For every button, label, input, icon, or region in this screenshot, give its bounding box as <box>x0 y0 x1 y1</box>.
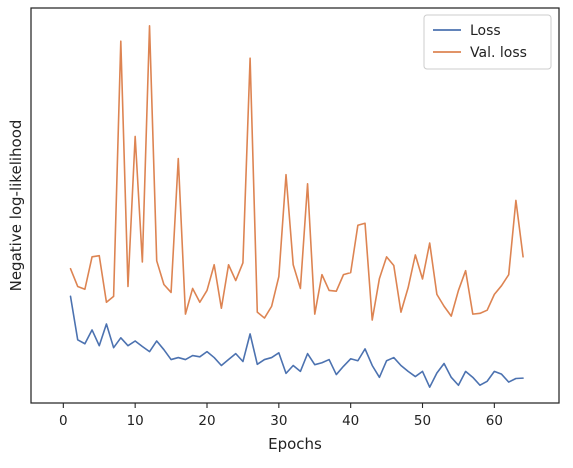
legend-label-2: Val. loss <box>470 45 527 61</box>
x-tick-label: 40 <box>342 413 359 429</box>
series-layer <box>69 24 524 388</box>
x-tick-label: 50 <box>414 413 431 429</box>
x-axis-ticks: 0 10 20 30 40 50 60 <box>59 403 503 429</box>
series-line-1 <box>69 295 524 388</box>
x-tick-label: 20 <box>198 413 215 429</box>
x-axis-label: Epochs <box>268 435 322 453</box>
legend-box <box>423 14 552 70</box>
legend: Loss Val. loss <box>423 14 552 70</box>
legend-label-1: Loss <box>470 23 501 39</box>
x-tick-label: 10 <box>127 413 144 429</box>
y-axis-label: Negative log-likelihood <box>7 120 25 292</box>
x-tick-label: 30 <box>270 413 287 429</box>
x-tick-label: 0 <box>59 413 68 429</box>
x-tick-label: 60 <box>486 413 503 429</box>
series-line-2 <box>69 24 524 321</box>
axes-frame <box>30 7 560 404</box>
